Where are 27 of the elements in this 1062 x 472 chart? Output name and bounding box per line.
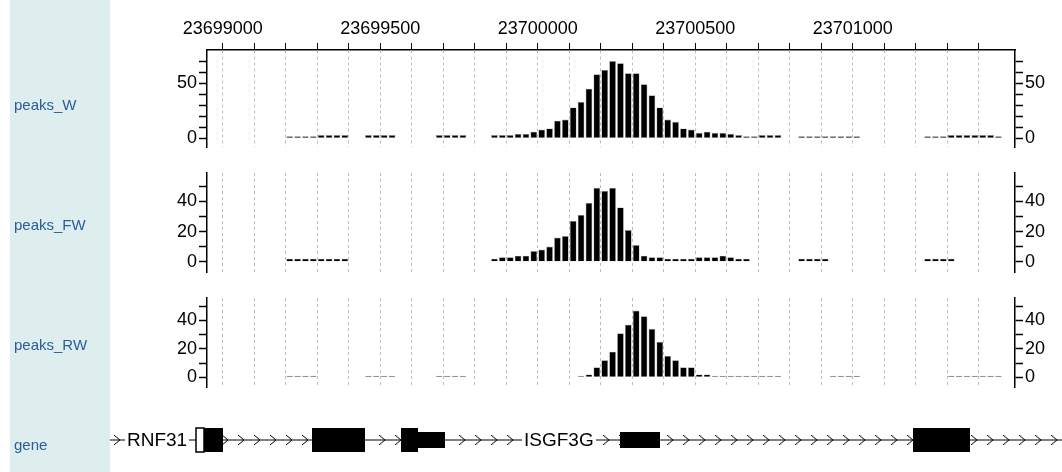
y-axis-title: peaks_FW	[14, 215, 86, 235]
y-tick-label: 0	[186, 250, 197, 271]
x-tick-label: 23699500	[340, 18, 421, 39]
x-tick-label: 23700000	[497, 18, 578, 39]
x-tick-label: 23701000	[812, 18, 893, 39]
text: gene	[14, 435, 48, 455]
y-tick-label: 40	[176, 309, 197, 330]
y-tick-label: 50	[176, 72, 197, 93]
y2-tick-label: 50	[1025, 72, 1046, 93]
y2-tick-label: 40	[1025, 190, 1046, 211]
y2-tick-label: 0	[1025, 250, 1036, 271]
y2-tick-label: 40	[1025, 309, 1046, 330]
y-tick-label: 20	[176, 337, 197, 358]
y-axis-title: peaks_RW	[14, 335, 88, 355]
y2-tick-label: 20	[1025, 220, 1046, 241]
x-tick-label: 23699000	[182, 18, 263, 39]
y-tick-label: 0	[186, 366, 197, 387]
y-axis-title: peaks_W	[14, 95, 77, 115]
y-tick-label: 40	[176, 190, 197, 211]
y-tick-label: 0	[186, 127, 197, 148]
y2-tick-label: 0	[1025, 366, 1036, 387]
text: ISGF3G	[522, 429, 596, 451]
y2-tick-label: 0	[1025, 127, 1036, 148]
y2-tick-label: 20	[1025, 337, 1046, 358]
y-tick-label: 20	[176, 220, 197, 241]
text: RNF31	[125, 429, 190, 451]
x-tick-label: 23700500	[655, 18, 736, 39]
